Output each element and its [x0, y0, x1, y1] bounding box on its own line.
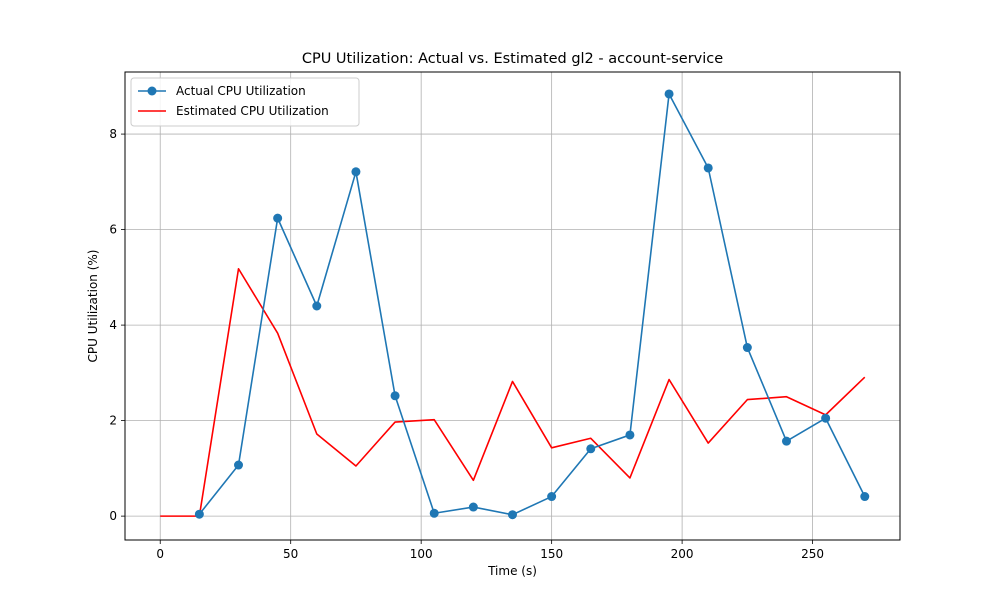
x-tick-label: 200	[671, 547, 694, 561]
data-point-actual-cpu-utilization	[781, 436, 791, 446]
data-point-actual-cpu-utilization	[547, 492, 557, 502]
series-line-actual-cpu-utilization	[198, 93, 866, 516]
legend-label: Actual CPU Utilization	[176, 84, 306, 98]
data-point-actual-cpu-utilization	[312, 301, 322, 311]
data-point-actual-cpu-utilization	[586, 444, 596, 454]
y-tick-label: 4	[109, 318, 117, 332]
y-axis-label: CPU Utilization (%)	[86, 250, 100, 363]
series-line-estimated-cpu-utilization	[160, 267, 866, 517]
data-point-actual-cpu-utilization	[351, 167, 361, 177]
data-point-actual-cpu-utilization	[234, 460, 244, 470]
legend-marker	[147, 86, 157, 96]
data-point-actual-cpu-utilization	[390, 391, 400, 401]
chart-title: CPU Utilization: Actual vs. Estimated gl…	[302, 51, 723, 67]
ticks: 0 50 100 150 200 250 0 2 4 6 8	[109, 127, 824, 561]
y-tick-label: 8	[109, 127, 117, 141]
x-tick-label: 100	[410, 547, 433, 561]
data-point-actual-cpu-utilization	[468, 502, 478, 512]
y-tick-label: 0	[109, 509, 117, 523]
data-point-actual-cpu-utilization	[194, 509, 204, 519]
x-axis-label: Time (s)	[487, 564, 537, 578]
data-point-actual-cpu-utilization	[860, 492, 870, 502]
data-point-actual-cpu-utilization	[429, 508, 439, 518]
data-point-actual-cpu-utilization	[821, 413, 831, 423]
x-tick-label: 50	[283, 547, 298, 561]
legend-label: Estimated CPU Utilization	[176, 104, 329, 118]
data-point-actual-cpu-utilization	[273, 213, 283, 223]
plot-frame	[124, 71, 901, 541]
x-tick-label: 150	[540, 547, 563, 561]
x-tick-label: 0	[156, 547, 164, 561]
legend: Actual CPU Utilization Estimated CPU Util…	[130, 77, 360, 127]
legend-box	[130, 77, 360, 127]
data-point-actual-cpu-utilization	[508, 510, 517, 520]
data-point-actual-cpu-utilization	[742, 343, 752, 353]
series-layer	[160, 89, 870, 520]
x-tick-label: 250	[801, 547, 824, 561]
data-point-actual-cpu-utilization	[664, 89, 674, 99]
grid	[125, 72, 900, 540]
data-point-actual-cpu-utilization	[703, 163, 713, 173]
y-tick-label: 6	[109, 223, 117, 237]
y-tick-label: 2	[109, 414, 117, 428]
data-point-actual-cpu-utilization	[625, 430, 635, 440]
